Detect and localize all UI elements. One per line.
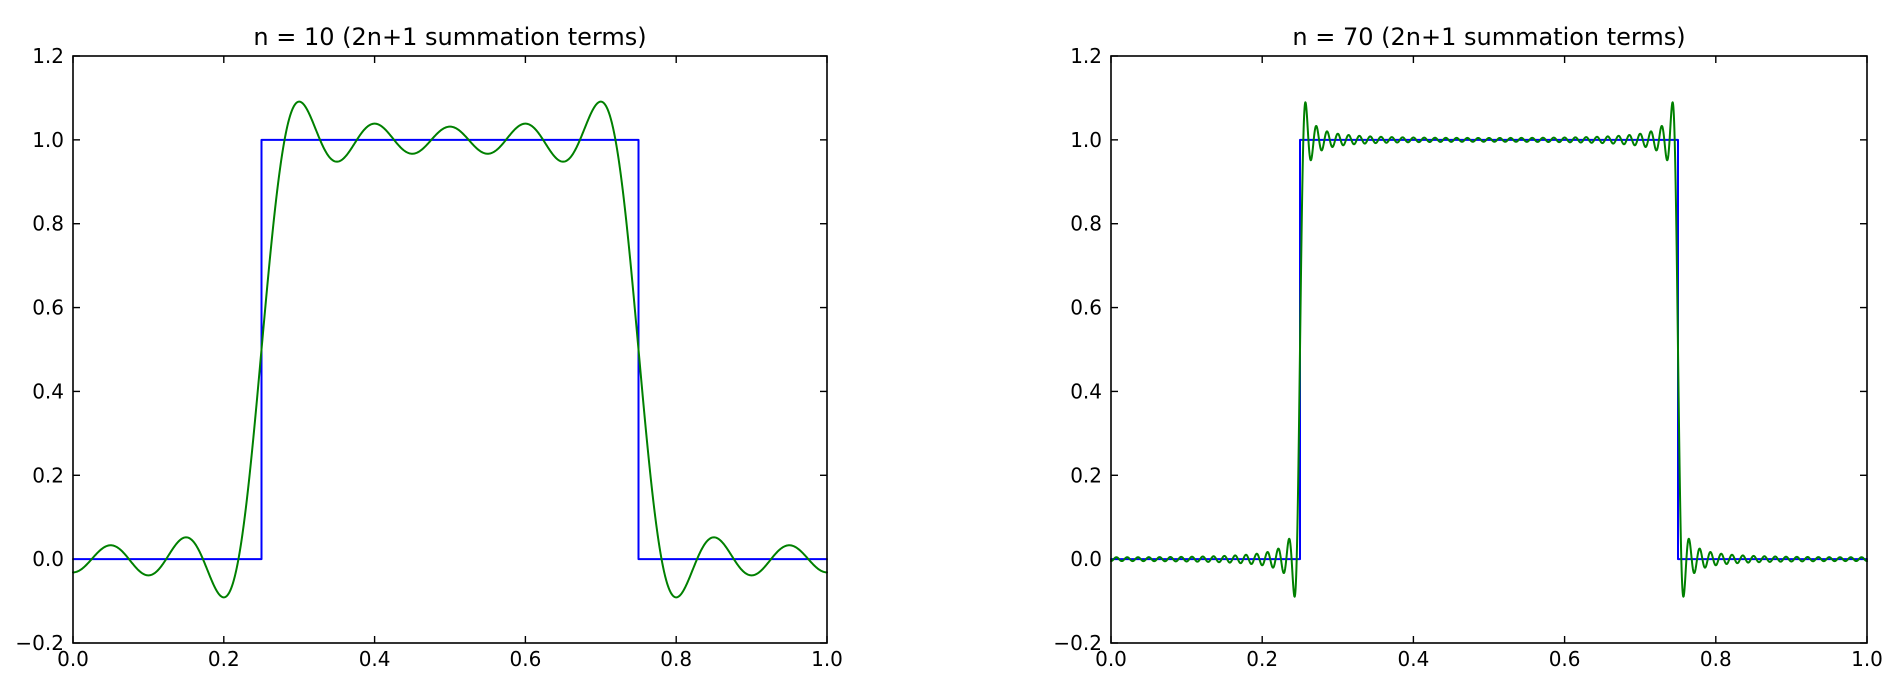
fourier-approximation-line [1110, 101, 1868, 598]
square-wave-line [1110, 138, 1868, 561]
y-tick-label: 0.6 [32, 296, 64, 320]
y-tick-label: 0.6 [1070, 296, 1102, 320]
x-tick-label: 0.8 [1700, 647, 1732, 671]
fourier-approximation-line [72, 100, 828, 599]
y-tick-label: 0.8 [32, 212, 64, 236]
y-tick-label: 0.0 [1070, 547, 1102, 571]
plot-title-n10: n = 10 (2n+1 summation terms) [253, 23, 646, 51]
y-tick-label: 1.2 [1070, 44, 1102, 68]
y-tick-label: 0.2 [32, 463, 64, 487]
x-tick-label: 1.0 [811, 647, 843, 671]
y-tick-label: 0.4 [32, 379, 64, 403]
x-tick-label: 0.4 [1397, 647, 1429, 671]
plot-frame [1110, 55, 1868, 644]
x-tick-label: 0.0 [1095, 647, 1127, 671]
subplot-n10: n = 10 (2n+1 summation terms) 0.0 0.2 0.4 0… [15, 23, 842, 671]
y-tick-label: 0.8 [1070, 212, 1102, 236]
y-tick-label: 1.2 [32, 44, 64, 68]
x-tick-label: 0.6 [509, 647, 541, 671]
x-tick-label: 0.6 [1549, 647, 1581, 671]
x-tick-label: 0.2 [1246, 647, 1278, 671]
x-tick-label: 0.4 [359, 647, 391, 671]
y-tick-label: 0.0 [32, 547, 64, 571]
x-tick-label: 1.0 [1851, 647, 1883, 671]
x-tick-label: 0.8 [660, 647, 692, 671]
x-tick-label: 0.2 [208, 647, 240, 671]
y-tick-label: 0.4 [1070, 379, 1102, 403]
x-tick-label: 0.0 [57, 647, 89, 671]
y-tick-label: −0.2 [15, 631, 64, 655]
plot-title-n70: n = 70 (2n+1 summation terms) [1292, 23, 1685, 51]
square-wave-line [72, 138, 828, 561]
y-tick-label: −0.2 [1053, 631, 1102, 655]
plot-frame [72, 55, 828, 644]
y-tick-label: 0.2 [1070, 463, 1102, 487]
y-tick-label: 1.0 [1070, 128, 1102, 152]
subplot-n70: n = 70 (2n+1 summation terms) 0.0 0.2 0.4 0… [1053, 23, 1882, 671]
y-tick-label: 1.0 [32, 128, 64, 152]
